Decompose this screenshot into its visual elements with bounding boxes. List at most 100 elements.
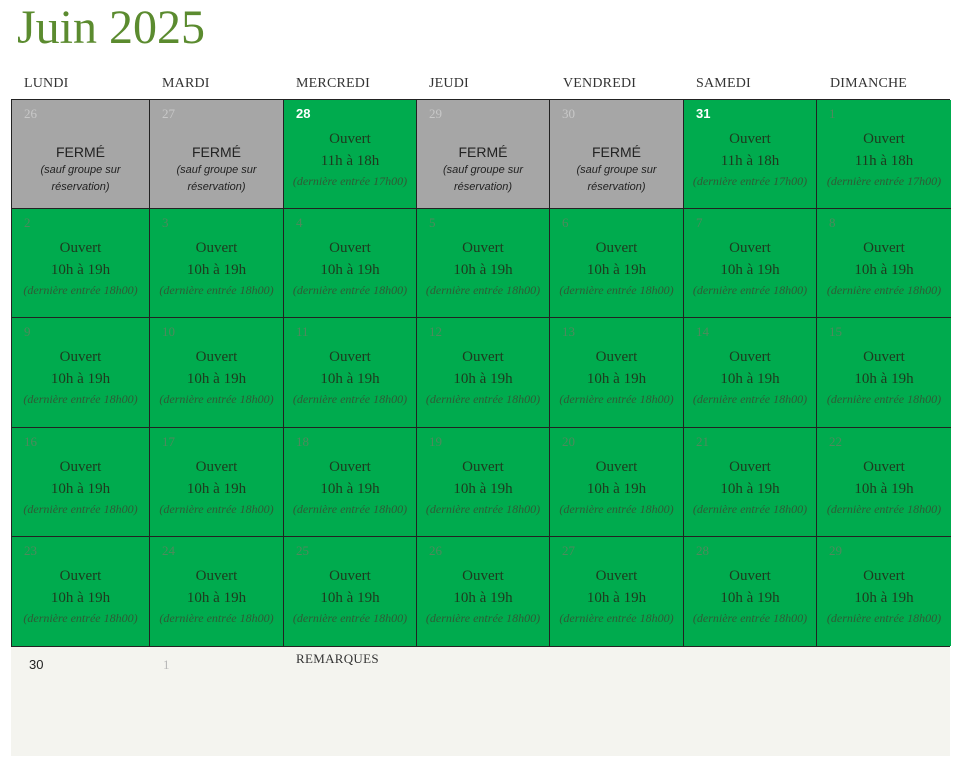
day-cell: 2 Ouvert 10h à 19h (dernière entrée 18h00) <box>12 209 150 319</box>
open-status: Ouvert <box>462 458 504 475</box>
day-schedule: Ouvert 10h à 19h (dernière entrée 18h00) <box>284 456 416 518</box>
schedule-note: (dernière entrée 18h00) <box>826 501 942 516</box>
opening-hours: 10h à 19h <box>320 589 380 606</box>
open-status: Ouvert <box>863 567 905 584</box>
schedule-note: (dernière entrée 18h00) <box>23 283 138 298</box>
day-schedule: Ouvert 10h à 19h (dernière entrée 18h00) <box>684 565 816 627</box>
day-schedule: Ouvert 10h à 19h (dernière entrée 18h00) <box>817 346 951 408</box>
open-status: Ouvert <box>595 349 638 366</box>
day-number: 16 <box>24 433 37 449</box>
day-cell: 14 Ouvert 10h à 19h (dernière entrée 18h00) <box>684 318 817 428</box>
day-schedule: Ouvert 10h à 19h (dernière entrée 18h00) <box>684 346 816 408</box>
schedule-note: (dernière entrée 18h00) <box>23 501 138 516</box>
day-schedule: Ouvert 11h à 18h (dernière entrée 17h00) <box>817 128 951 190</box>
open-status: Ouvert <box>729 567 771 584</box>
day-schedule: FERMÉ (sauf groupe sur réservation) <box>417 142 549 196</box>
open-status: Ouvert <box>59 349 102 366</box>
day-cell: 27 Ouvert 10h à 19h (dernière entrée 18h00) <box>550 536 684 646</box>
open-status: Ouvert <box>462 567 504 584</box>
schedule-note: (dernière entrée 18h00) <box>559 283 674 298</box>
open-status: Ouvert <box>195 240 238 257</box>
day-cell: 6 Ouvert 10h à 19h (dernière entrée 18h00) <box>550 209 684 319</box>
day-number: 27 <box>162 106 175 121</box>
weekday-thursday: JEUDI <box>429 76 469 91</box>
weekday-tuesday: MARDI <box>162 76 210 91</box>
day-cell: 26 FERMÉ (sauf groupe sur réservation) <box>12 100 150 210</box>
weekday-sunday: DIMANCHE <box>830 76 908 91</box>
opening-hours: 10h à 19h <box>50 480 111 497</box>
day-cell: 26 Ouvert 10h à 19h (dernière entrée 18h00) <box>417 536 550 646</box>
day-schedule: Ouvert 10h à 19h (dernière entrée 18h00) <box>684 456 816 518</box>
day-schedule: Ouvert 10h à 19h (dernière entrée 18h00) <box>550 456 683 518</box>
remarks-section: 30 1 REMARQUES <box>11 647 950 756</box>
day-cell: 9 Ouvert 10h à 19h (dernière entrée 18h00) <box>12 318 150 428</box>
weekday-wednesday: MERCREDI <box>296 76 370 91</box>
open-status: Ouvert <box>863 349 905 366</box>
open-status: Ouvert <box>595 240 638 257</box>
day-cell: 10 Ouvert 10h à 19h (dernière entrée 18h00) <box>150 318 284 428</box>
day-cell-number: 1 <box>163 657 170 672</box>
day-cell: 29 FERMÉ (sauf groupe sur réservation) <box>417 100 550 210</box>
opening-hours: 10h à 19h <box>720 589 780 606</box>
open-status: Ouvert <box>595 567 638 584</box>
day-cell: 24 Ouvert 10h à 19h (dernière entrée 18h00) <box>150 536 284 646</box>
day-number: 28 <box>296 106 311 121</box>
opening-hours: 10h à 19h <box>186 589 247 606</box>
day-schedule: Ouvert 10h à 19h (dernière entrée 18h00) <box>550 346 683 408</box>
day-number: 20 <box>562 433 575 449</box>
schedule-note: (dernière entrée 18h00) <box>292 283 408 298</box>
day-cell: 20 Ouvert 10h à 19h (dernière entrée 18h00) <box>550 427 684 537</box>
day-number: 21 <box>696 433 709 449</box>
opening-hours: 10h à 19h <box>186 371 247 388</box>
day-schedule: Ouvert 10h à 19h (dernière entrée 18h00) <box>12 237 149 299</box>
open-status: Ouvert <box>329 458 371 475</box>
opening-hours: 10h à 19h <box>50 589 111 606</box>
opening-hours: 10h à 19h <box>320 480 380 497</box>
schedule-note: (dernière entrée 18h00) <box>559 392 674 407</box>
closed-status: FERMÉ <box>592 144 641 160</box>
day-schedule: Ouvert 10h à 19h (dernière entrée 18h00) <box>150 237 283 299</box>
day-cell: 29 Ouvert 10h à 19h (dernière entrée 18h00) <box>817 536 951 646</box>
schedule-note: (dernière entrée 18h00) <box>826 610 942 625</box>
schedule-note: (dernière entrée 18h00) <box>425 501 541 516</box>
open-status: Ouvert <box>329 349 371 366</box>
schedule-note: (dernière entrée 18h00) <box>692 392 808 407</box>
opening-hours: 10h à 19h <box>186 480 247 497</box>
day-number: 24 <box>162 542 175 558</box>
day-cell: 22 Ouvert 10h à 19h (dernière entrée 18h00) <box>817 427 951 537</box>
opening-hours: 10h à 19h <box>586 371 647 388</box>
day-number: 2 <box>24 215 31 231</box>
day-number: 5 <box>429 215 436 231</box>
open-status: Ouvert <box>462 349 504 366</box>
day-schedule: Ouvert 10h à 19h (dernière entrée 18h00) <box>684 237 816 299</box>
schedule-note: (dernière entrée 18h00) <box>425 610 541 625</box>
day-cell: 19 Ouvert 10h à 19h (dernière entrée 18h00) <box>417 427 550 537</box>
open-status: Ouvert <box>59 458 102 475</box>
weekday-header: LUNDI MARDI MERCREDI JEUDI VENDREDI SAME… <box>11 76 950 94</box>
schedule-note: (dernière entrée 17h00) <box>292 174 408 188</box>
day-number: 22 <box>829 433 842 449</box>
schedule-note: (sauf groupe sur réservation) <box>176 164 257 193</box>
weekday-friday: VENDREDI <box>563 76 637 91</box>
day-number: 30 <box>562 106 575 121</box>
day-schedule: Ouvert 10h à 19h (dernière entrée 18h00) <box>817 237 951 299</box>
schedule-note: (dernière entrée 17h00) <box>826 174 942 188</box>
day-cell: 13 Ouvert 10h à 19h (dernière entrée 18h00) <box>550 318 684 428</box>
day-cell: 12 Ouvert 10h à 19h (dernière entrée 18h00) <box>417 318 550 428</box>
day-schedule: Ouvert 10h à 19h (dernière entrée 18h00) <box>417 346 549 408</box>
day-cell: 31 Ouvert 11h à 18h (dernière entrée 17h00) <box>684 100 817 210</box>
opening-hours: 10h à 19h <box>720 480 780 497</box>
schedule-note: (dernière entrée 18h00) <box>292 392 408 407</box>
open-status: Ouvert <box>195 567 238 584</box>
schedule-note: (dernière entrée 18h00) <box>692 610 808 625</box>
opening-hours: 10h à 19h <box>50 262 111 279</box>
opening-hours: 10h à 19h <box>453 371 513 388</box>
day-number: 29 <box>829 542 842 558</box>
day-schedule: FERMÉ (sauf groupe sur réservation) <box>150 142 283 196</box>
day-schedule: FERMÉ (sauf groupe sur réservation) <box>550 142 683 196</box>
day-cell: 5 Ouvert 10h à 19h (dernière entrée 18h00) <box>417 209 550 319</box>
day-number: 26 <box>429 542 442 558</box>
day-number: 13 <box>562 324 575 340</box>
day-number: 26 <box>24 106 37 121</box>
day-schedule: Ouvert 11h à 18h (dernière entrée 17h00) <box>284 128 416 190</box>
